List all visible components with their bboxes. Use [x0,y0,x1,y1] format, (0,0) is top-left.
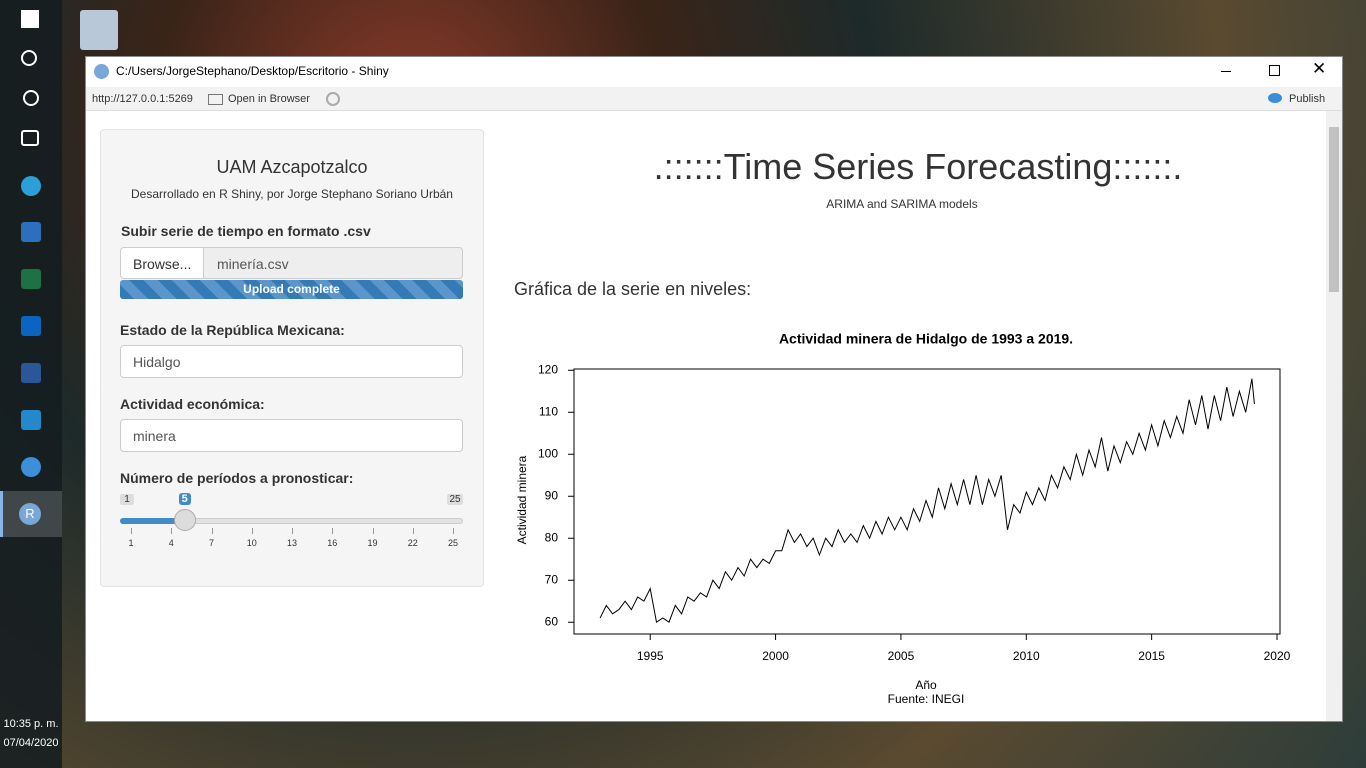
cortana-icon[interactable] [23,90,39,106]
close-button[interactable]: ✕ [1312,59,1327,78]
slider-label: Número de períodos a pronosticar: [120,470,354,486]
y-tick-label: 70 [545,572,559,586]
open-in-browser[interactable]: Open in Browser [228,93,310,105]
main-title: .::::::Time Series Forecasting::::::. [653,146,1183,187]
sidebar-title: UAM Azcapotzalco [216,157,368,177]
maximize-button[interactable] [1269,65,1280,76]
plot-frame [573,368,1281,635]
main-subtitle: ARIMA and SARIMA models [826,197,978,211]
slider-tick-label: 16 [327,538,338,548]
minimize-button[interactable] [1221,71,1231,72]
powershell-icon[interactable] [21,222,41,242]
word-icon[interactable] [21,363,41,383]
app-icon [94,64,109,79]
x-tick-label: 2015 [1138,649,1165,663]
start-button[interactable] [21,10,39,28]
publish-button[interactable]: Publish [1289,93,1326,105]
slider-tick [412,528,414,534]
y-tick-label: 90 [545,488,559,502]
scrollbar[interactable] [1326,111,1342,721]
refresh-button[interactable] [326,92,340,106]
slider-max: 25 [447,494,463,505]
window-title: C:/Users/JorgeStephano/Desktop/Escritori… [116,64,389,78]
slider-tick [211,528,213,534]
chart-caption: Fuente: INEGI [888,692,965,706]
browser-icon [208,94,223,105]
excel-icon[interactable] [21,269,41,289]
recycle-bin[interactable] [80,10,118,50]
slider-tick-label: 22 [407,538,418,548]
slider-tick-label: 25 [447,538,458,548]
r-icon: R [19,503,41,525]
upload-label: Subir serie de tiempo en formato .csv [121,223,371,239]
slider-value: 5 [178,493,191,505]
url[interactable]: http://127.0.0.1:5269 [92,93,193,105]
vscode-icon[interactable] [21,410,41,430]
scrollbar-thumb[interactable] [1329,127,1339,292]
chart-title: Actividad minera de Hidalgo de 1993 a 20… [779,331,1073,347]
x-tick-label: 2020 [1264,649,1291,663]
slider-tick [292,528,293,534]
x-tick-label: 2000 [762,649,789,663]
sidebar-subtitle: Desarrollado en R Shiny, por Jorge Steph… [131,187,453,201]
edge-icon[interactable] [21,176,41,196]
y-tick-label: 110 [539,404,558,418]
state-input[interactable]: Hidalgo [120,345,463,378]
clock-time: 10:35 p. m. [3,718,59,730]
activity-input[interactable]: minera [120,419,463,452]
slider-min: 1 [120,494,134,505]
title-bar: C:/Users/JorgeStephano/Desktop/Escritori… [86,57,1342,87]
clock-date: 07/04/2020 [3,737,59,749]
address-bar: http://127.0.0.1:5269 Open in Browser Pu… [86,87,1342,111]
slider-tick [131,528,132,534]
file-name: minería.csv [203,247,463,279]
chart: Actividad minera de Hidalgo de 1993 a 20… [515,331,1291,706]
browse-button[interactable]: Browse... [120,247,204,279]
slider-fill [120,518,185,524]
slider-tick-label: 10 [246,538,257,548]
slider-tick [453,528,454,534]
rstudio-active[interactable]: R [0,491,62,537]
outlook-icon[interactable] [21,316,41,336]
slider-tick-label: 13 [286,538,297,548]
y-tick-label: 60 [545,614,559,628]
slider-tick [171,528,173,534]
y-tick-label: 100 [538,446,558,460]
section-heading: Gráfica de la serie en niveles: [514,279,752,299]
search-icon[interactable] [21,50,37,66]
slider-tick [251,528,253,534]
x-tick-label: 2005 [888,649,915,663]
y-tick-label: 120 [538,362,558,376]
slider-tick-label: 7 [208,538,214,548]
slider-handle[interactable] [173,509,196,531]
slider-tick-label: 1 [128,538,134,548]
publish-icon [1268,93,1282,103]
state-label: Estado de la República Mexicana: [120,322,345,338]
slider-tick [332,528,334,534]
y-tick-label: 80 [545,530,559,544]
browser-icon[interactable] [21,457,41,477]
activity-label: Actividad económica: [120,396,265,412]
y-axis-title: Actividad minera [515,455,529,544]
slider-tick-label: 4 [168,538,174,548]
series-line [599,378,1255,624]
x-tick-label: 1995 [637,649,664,663]
slider-tick [372,528,374,534]
x-tick-label: 2010 [1013,649,1040,663]
taskbar: R 10:35 p. m. 07/04/2020 [0,0,62,768]
x-axis-title: Año [915,678,937,692]
task-view-icon[interactable] [21,130,39,146]
upload-progress: Upload complete [120,280,463,299]
slider-tick-label: 19 [367,538,378,548]
